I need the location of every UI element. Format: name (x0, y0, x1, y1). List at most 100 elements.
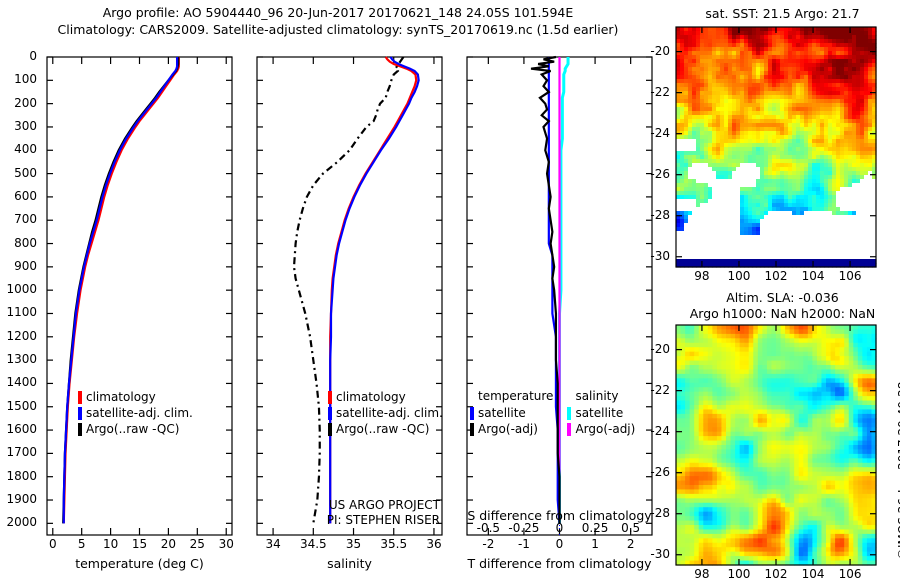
legend-color-swatch (567, 407, 571, 420)
salinity-legend-entry: satellite-adj. clim. (328, 405, 443, 421)
legend-color-swatch (328, 423, 332, 436)
sst-map-svg (676, 27, 876, 267)
temperature-legend-entry: Argo(..raw -QC) (78, 421, 193, 437)
temperature-legend-entry: satellite-adj. clim. (78, 405, 193, 421)
sla-map-ytick-labels: -20 -22 -24 -26 -28 -30 (648, 318, 674, 573)
legend-label: satellite (478, 406, 526, 420)
temperature-plot-ticks (47, 57, 232, 535)
depth-tick-label: 500 (14, 166, 37, 180)
depth-tick-label: 1500 (6, 399, 37, 413)
difference-plot-svg (467, 57, 652, 535)
sst-map-ytick-labels: -20-22-24-26-28-30 (648, 20, 674, 275)
title-line-2: Climatology: CARS2009. Satellite-adjuste… (18, 21, 658, 38)
difference-legend-entry: Argo(-adj) (567, 421, 635, 437)
axis-tick-label: 0.5 (609, 521, 653, 535)
legend-color-swatch (78, 391, 82, 404)
temperature-plot-curves (63, 57, 179, 523)
axis-tick-label: 35 (332, 537, 376, 551)
sla-title-line-2: Argo h1000: NaN h2000: NaN (665, 306, 900, 322)
sla-map (676, 325, 876, 565)
sst-map-cells (676, 27, 877, 268)
depth-tick-label: 1700 (6, 445, 37, 459)
salinity-legend-entry: climatology (328, 389, 443, 405)
temperature-legend-entry: climatology (78, 389, 193, 405)
legend-column-header: salinity (567, 389, 635, 405)
legend-label: satellite-adj. clim. (336, 406, 443, 420)
depth-tick-label: 1900 (6, 492, 37, 506)
sla-map-svg (676, 325, 876, 565)
depth-tick-label: 700 (14, 212, 37, 226)
attribution-line-2: PI: STEPHEN RISER (302, 513, 440, 528)
legend-color-swatch (567, 423, 571, 436)
legend-label: Argo(-adj) (478, 422, 538, 436)
legend-color-swatch (328, 407, 332, 420)
map-lat-tick-label: -24 (650, 424, 670, 438)
salinity-axis-title: salinity (252, 556, 447, 571)
sla-map-title: Altim. SLA: -0.036 Argo h1000: NaN h2000… (665, 290, 900, 322)
depth-tick-label: 1300 (6, 352, 37, 366)
salinity-plot-ticks (257, 57, 442, 535)
legend-column-header: temperature (470, 389, 553, 405)
temperature-plot-svg (47, 57, 232, 535)
salinity-plot-curves (294, 57, 419, 523)
depth-tick-label: 100 (14, 72, 37, 86)
map-lat-tick-label: -30 (650, 547, 670, 561)
depth-tick-label: 1400 (6, 375, 37, 389)
depth-tick-label: 1800 (6, 469, 37, 483)
legend-label: Argo(..raw -QC) (86, 422, 179, 436)
depth-tick-label: 1200 (6, 329, 37, 343)
map-lat-tick-label: -30 (650, 249, 670, 263)
map-lat-tick-label: -24 (650, 126, 670, 140)
legend-label: Argo(-adj) (575, 422, 635, 436)
axis-tick-label: 30 (204, 537, 248, 551)
legend-label: Argo(..raw -QC) (336, 422, 429, 436)
depth-tick-label: 600 (14, 189, 37, 203)
map-lon-tick-label: 106 (828, 567, 872, 581)
map-lat-tick-label: -26 (650, 167, 670, 181)
axis-tick-label: 36 (412, 537, 456, 551)
difference-legend-entry: satellite (470, 405, 553, 421)
argo-project-attribution: US ARGO PROJECT PI: STEPHEN RISER (302, 498, 440, 528)
depth-tick-label: 1000 (6, 282, 37, 296)
legend-color-swatch (328, 391, 332, 404)
legend-color-swatch (78, 407, 82, 420)
map-lat-tick-label: -28 (650, 506, 670, 520)
depth-tick-label: 0 (29, 49, 37, 63)
map-lon-tick-label: 106 (828, 269, 872, 283)
legend-label: climatology (336, 390, 406, 404)
depth-tick-label: 400 (14, 142, 37, 156)
page-title: Argo profile: AO 5904440_96 20-Jun-2017 … (18, 4, 658, 38)
map-lat-tick-label: -20 (650, 44, 670, 58)
legend-color-swatch (470, 423, 474, 436)
legend-label: satellite-adj. clim. (86, 406, 193, 420)
axis-tick-label: 34.5 (291, 537, 335, 551)
salinity-legend-entry: Argo(..raw -QC) (328, 421, 443, 437)
temperature-axis-title: temperature (deg C) (42, 556, 237, 571)
temperature-profile-plot (47, 57, 232, 535)
difference-profile-plot (467, 57, 652, 535)
sst-map (676, 27, 876, 267)
map-lat-tick-label: -22 (650, 383, 670, 397)
depth-tick-label: 200 (14, 96, 37, 110)
sst-map-title: sat. SST: 21.5 Argo: 21.7 (665, 6, 900, 22)
axis-tick-label: 35.5 (372, 537, 416, 551)
legend-color-swatch (78, 423, 82, 436)
legend-label: satellite (575, 406, 623, 420)
difference-legend-entry: satellite (567, 405, 635, 421)
sla-title-line-1: Altim. SLA: -0.036 (665, 290, 900, 306)
title-line-1: Argo profile: AO 5904440_96 20-Jun-2017 … (18, 4, 658, 21)
temperature-difference-axis-title: T difference from climatology (460, 556, 659, 571)
map-lat-tick-label: -20 (650, 342, 670, 356)
salinity-profile-plot (257, 57, 442, 535)
sla-map-cells (676, 325, 877, 566)
salinity-plot-svg (257, 57, 442, 535)
salinity-legend: climatology satellite-adj. clim. Argo(..ra… (328, 389, 443, 437)
map-lat-tick-label: -26 (650, 465, 670, 479)
depth-tick-label: 1600 (6, 422, 37, 436)
depth-tick-label: 800 (14, 236, 37, 250)
